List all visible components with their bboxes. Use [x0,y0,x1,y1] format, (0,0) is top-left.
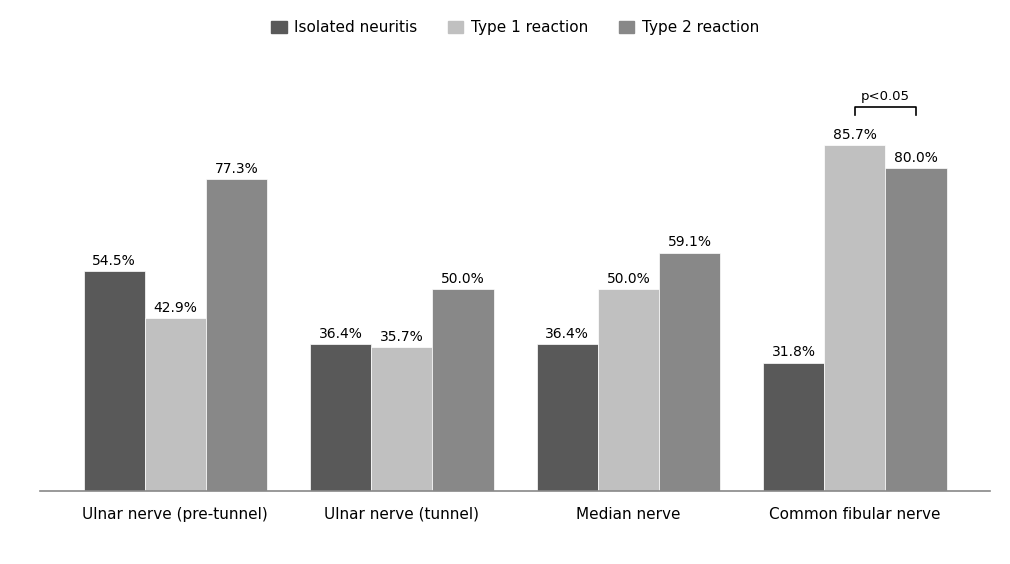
Text: 50.0%: 50.0% [441,272,485,286]
Legend: Isolated neuritis, Type 1 reaction, Type 2 reaction: Isolated neuritis, Type 1 reaction, Type… [266,14,765,41]
Text: 85.7%: 85.7% [833,128,877,142]
Bar [536,344,598,491]
Bar [84,271,144,491]
Bar [886,169,946,491]
Text: 59.1%: 59.1% [668,235,711,249]
Bar [824,146,886,491]
Text: 54.5%: 54.5% [92,254,136,268]
Bar [659,253,720,491]
Bar [598,289,659,491]
Text: 50.0%: 50.0% [606,272,650,286]
Bar [206,179,267,491]
Text: 42.9%: 42.9% [154,301,197,315]
Text: 36.4%: 36.4% [319,327,363,341]
Text: p<0.05: p<0.05 [861,90,910,103]
Text: 80.0%: 80.0% [894,151,938,165]
Bar [144,318,206,491]
Text: 77.3%: 77.3% [214,162,259,176]
Bar [310,344,372,491]
Text: 35.7%: 35.7% [380,329,424,343]
Bar [764,363,824,491]
Bar [372,347,432,491]
Text: 31.8%: 31.8% [772,345,816,359]
Bar [432,289,494,491]
Text: 36.4%: 36.4% [545,327,589,341]
